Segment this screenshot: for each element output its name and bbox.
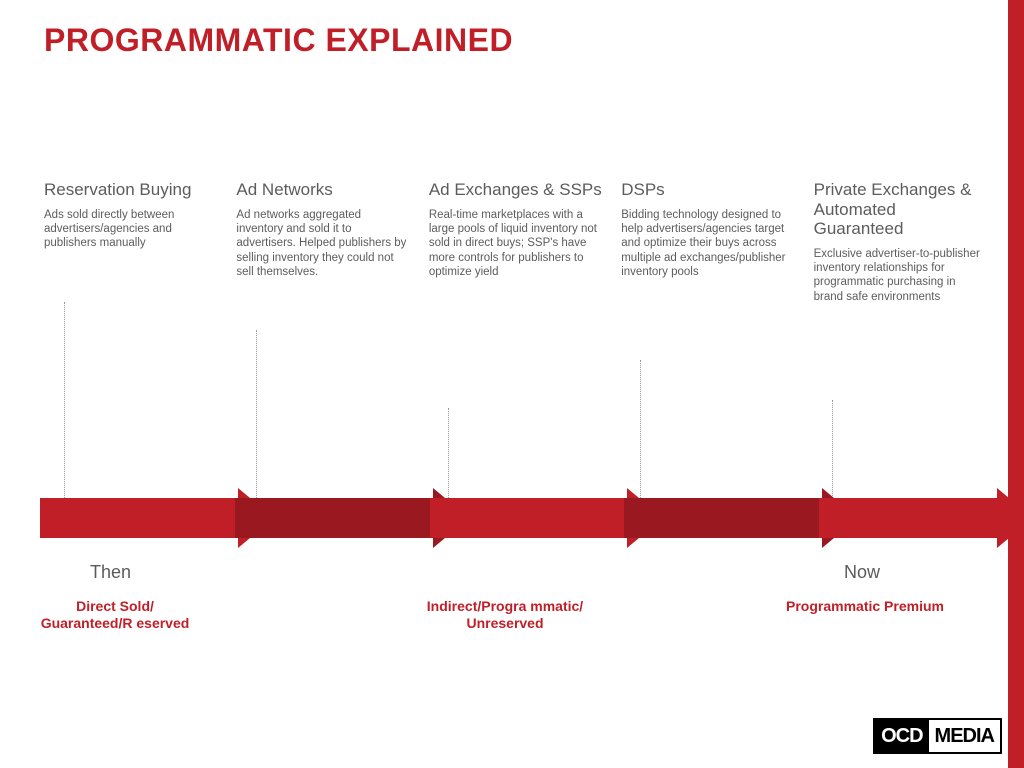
connector-line xyxy=(448,408,449,498)
connector-line xyxy=(256,330,257,498)
col-heading: Private Exchanges & Automated Guaranteed xyxy=(814,180,988,239)
category-direct: Direct Sold/ Guaranteed/R eserved xyxy=(30,598,200,632)
connector-line xyxy=(832,400,833,498)
col-body: Exclusive advertiser-to-publisher invent… xyxy=(814,247,988,305)
columns-row: Reservation Buying Ads sold directly bet… xyxy=(44,180,988,304)
connector-line xyxy=(64,302,65,498)
col-heading: DSPs xyxy=(621,180,795,200)
col-heading: Ad Networks xyxy=(236,180,410,200)
col-heading: Reservation Buying xyxy=(44,180,218,200)
arrow-segment xyxy=(819,488,1024,548)
category-indirect: Indirect/Progra mmatic/ Unreserved xyxy=(420,598,590,632)
col-body: Ad networks aggregated inventory and sol… xyxy=(236,208,410,280)
connector-line xyxy=(640,360,641,498)
col-ad-exchanges-ssps: Ad Exchanges & SSPs Real-time marketplac… xyxy=(429,180,603,304)
col-body: Real-time marketplaces with a large pool… xyxy=(429,208,603,280)
logo-left-text: OCD xyxy=(875,720,928,752)
col-body: Ads sold directly between advertisers/ag… xyxy=(44,208,218,251)
right-accent-bar xyxy=(1008,0,1024,768)
logo-right-text: MEDIA xyxy=(929,720,1000,752)
col-body: Bidding technology designed to help adve… xyxy=(621,208,795,280)
category-programmatic: Programmatic Premium xyxy=(780,598,950,615)
time-label-now: Now xyxy=(844,562,880,583)
col-dsps: DSPs Bidding technology designed to help… xyxy=(621,180,795,304)
arrow-timeline xyxy=(40,488,1014,548)
ocdmedia-logo: OCD MEDIA xyxy=(873,718,1002,754)
col-heading: Ad Exchanges & SSPs xyxy=(429,180,603,200)
time-label-then: Then xyxy=(90,562,131,583)
col-ad-networks: Ad Networks Ad networks aggregated inven… xyxy=(236,180,410,304)
col-private-exchanges: Private Exchanges & Automated Guaranteed… xyxy=(814,180,988,304)
col-reservation-buying: Reservation Buying Ads sold directly bet… xyxy=(44,180,218,304)
slide-title: PROGRAMMATIC EXPLAINED xyxy=(44,22,513,59)
